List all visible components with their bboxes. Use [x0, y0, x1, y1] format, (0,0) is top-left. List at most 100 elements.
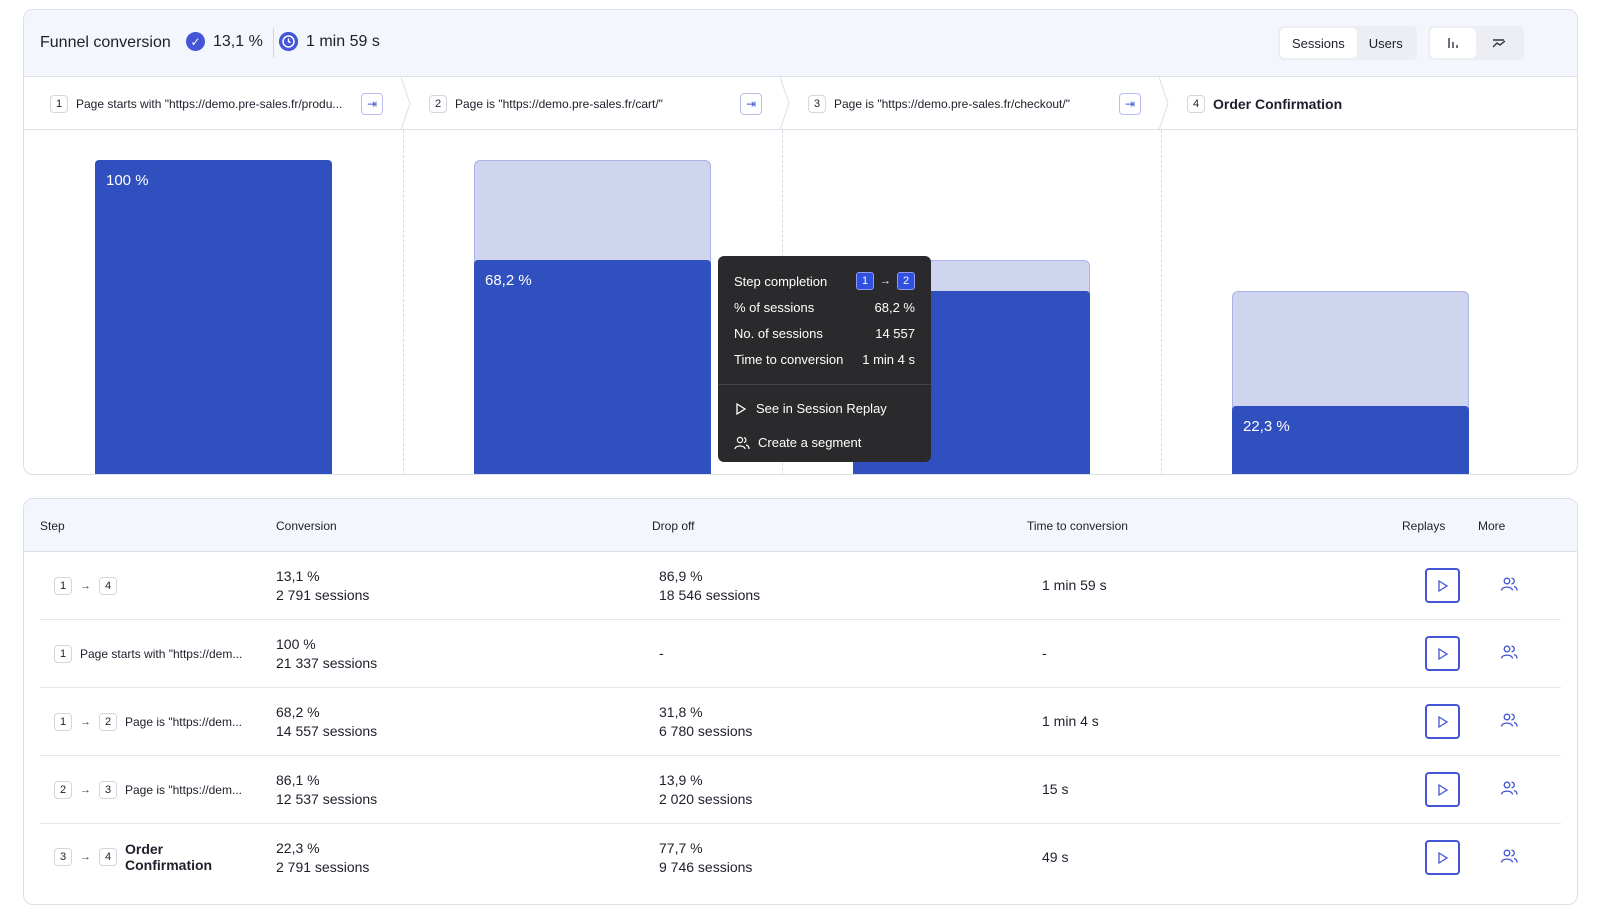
- step-number: 1: [50, 94, 68, 113]
- replay-button[interactable]: [1425, 568, 1460, 603]
- conversion-sessions: 21 337 sessions: [276, 655, 378, 671]
- table-row[interactable]: 1 → 2 Page is "https://dem... 68,2 % 14 557 s…: [40, 688, 1561, 756]
- conversion-percent: 100 %: [276, 636, 316, 652]
- step-label: Order Confirmation: [125, 841, 213, 873]
- users-icon[interactable]: [1500, 780, 1520, 800]
- conversion-sessions: 14 557 sessions: [276, 723, 378, 739]
- replay-button[interactable]: [1425, 636, 1460, 671]
- funnel-step-3[interactable]: 3 Page is "https://demo.pre-sales.fr/che…: [808, 77, 1108, 130]
- conversion-sessions: 2 791 sessions: [276, 859, 370, 875]
- funnel-step-4[interactable]: 4 Order Confirmation: [1187, 77, 1487, 130]
- dropoff-percent: 86,9 %: [659, 568, 703, 584]
- step-number: 4: [99, 577, 117, 595]
- conversion-sessions: 2 791 sessions: [276, 587, 370, 603]
- tooltip-value: 14 557: [875, 326, 915, 341]
- users-icon[interactable]: [1500, 644, 1520, 664]
- tooltip-divider: [718, 384, 931, 385]
- replay-button[interactable]: [1425, 704, 1460, 739]
- tooltip-label: Time to conversion: [734, 352, 844, 367]
- jump-to-icon[interactable]: ⇥: [361, 93, 383, 115]
- bar-percent-label: 100 %: [106, 172, 149, 189]
- jump-to-icon[interactable]: ⇥: [740, 93, 762, 115]
- step-label: Page starts with "https://dem...: [80, 647, 243, 661]
- users-icon[interactable]: [1500, 712, 1520, 732]
- replay-button[interactable]: [1425, 772, 1460, 807]
- create-segment-link[interactable]: Create a segment: [734, 435, 861, 450]
- step-number: 3: [808, 94, 826, 113]
- trend-icon[interactable]: [1476, 28, 1522, 58]
- conversion-percent: 68,2 %: [276, 704, 320, 720]
- funnel-step-1[interactable]: 1 Page starts with "https://demo.pre-sal…: [50, 77, 350, 130]
- step-chevron: [1158, 77, 1169, 130]
- jump-to-icon[interactable]: ⇥: [1119, 93, 1141, 115]
- funnel-step-2[interactable]: 2 Page is "https://demo.pre-sales.fr/car…: [429, 77, 729, 130]
- tooltip-label: No. of sessions: [734, 326, 823, 341]
- step-number: 3: [54, 848, 72, 866]
- step-number: 3: [99, 781, 117, 799]
- tooltip-from-step: 1: [856, 272, 874, 290]
- bar-percent-label: 68,2 %: [485, 272, 532, 290]
- table-row[interactable]: 2 → 3 Page is "https://dem... 86,1 % 12 537 s…: [40, 756, 1561, 824]
- toggle-sessions[interactable]: Sessions: [1280, 28, 1357, 58]
- table-header: Step Conversion Drop off Time to convers…: [24, 499, 1577, 552]
- replay-button[interactable]: [1425, 840, 1460, 875]
- step-label: Page starts with "https://demo.pre-sales…: [76, 96, 343, 111]
- play-icon: [1437, 579, 1448, 592]
- column-header-time: Time to conversion: [1027, 519, 1128, 533]
- step-number: 4: [1187, 94, 1205, 113]
- users-icon: [734, 436, 750, 449]
- action-label: See in Session Replay: [756, 401, 887, 416]
- step-cell: 1 → 4: [54, 577, 125, 595]
- arrow-right-icon: →: [880, 275, 891, 287]
- step-tooltip: Step completion 1 → 2 % of sessions 68,2…: [718, 256, 931, 462]
- step-number: 2: [54, 781, 72, 799]
- bar-chart-icon[interactable]: [1430, 28, 1476, 58]
- conversion-percent: 86,1 %: [276, 772, 320, 788]
- toggle-users[interactable]: Users: [1368, 35, 1403, 51]
- play-icon: [1437, 715, 1448, 728]
- conversion-sessions: 12 537 sessions: [276, 791, 378, 807]
- table-row[interactable]: 3 → 4 Order Confirmation 22,3 % 2 791 session…: [40, 824, 1561, 892]
- dropoff-sessions: 2 020 sessions: [659, 791, 753, 807]
- dropoff-sessions: 6 780 sessions: [659, 723, 753, 739]
- step-cell: 2 → 3 Page is "https://dem...: [54, 781, 242, 799]
- dropoff-sessions: 18 546 sessions: [659, 587, 761, 603]
- view-toggle: [1428, 26, 1524, 60]
- funnel-steps: 1 Page starts with "https://demo.pre-sal…: [24, 77, 1577, 130]
- play-icon: [1437, 647, 1448, 660]
- arrow-right-icon: →: [80, 851, 91, 863]
- tooltip-label: % of sessions: [734, 300, 815, 315]
- column-header-more: More: [1478, 519, 1506, 533]
- column-header-conversion: Conversion: [276, 519, 337, 533]
- funnel-bar-converted[interactable]: [474, 260, 711, 474]
- conversion-percent: 13,1 %: [276, 568, 320, 584]
- arrow-right-icon: →: [80, 580, 91, 592]
- tooltip-row: No. of sessions 14 557: [734, 326, 915, 341]
- check-circle-icon: ✓: [186, 32, 205, 51]
- tooltip-value: 68,2 %: [874, 300, 915, 315]
- time-metric: 1 min 59 s: [279, 32, 380, 51]
- funnel-bar-converted[interactable]: [1232, 405, 1469, 474]
- arrow-right-icon: →: [80, 784, 91, 796]
- column-divider: [403, 130, 404, 474]
- clock-icon: [279, 32, 298, 51]
- see-in-session-replay-link[interactable]: See in Session Replay: [734, 401, 887, 416]
- dropoff-percent: 77,7 %: [659, 840, 703, 856]
- step-cell: 3 → 4 Order Confirmation: [54, 841, 225, 873]
- step-label: Page is "https://dem...: [125, 715, 242, 729]
- play-icon: [1437, 851, 1448, 864]
- users-icon[interactable]: [1500, 576, 1520, 596]
- tooltip-row: Time to conversion 1 min 4 s: [734, 352, 915, 367]
- funnel-bar-converted[interactable]: [95, 160, 332, 474]
- step-number: 2: [99, 713, 117, 731]
- step-chevron: [779, 77, 790, 130]
- conversion-percent: 22,3 %: [276, 840, 320, 856]
- step-number: 1: [54, 713, 72, 731]
- dropoff-percent: 13,9 %: [659, 772, 703, 788]
- dropoff-percent: 31,8 %: [659, 704, 703, 720]
- step-label: Page is "https://demo.pre-sales.fr/check…: [834, 96, 1070, 111]
- funnel-card: Funnel conversion ✓ 13,1 % 1 min 59 s Se…: [23, 9, 1578, 475]
- table-row[interactable]: 1 → 4 13,1 % 2 791 sessions 86,9 % 18 546 sess…: [40, 552, 1561, 620]
- table-row[interactable]: 1 Page starts with "https://dem... 100 % 21…: [40, 620, 1561, 688]
- users-icon[interactable]: [1500, 848, 1520, 868]
